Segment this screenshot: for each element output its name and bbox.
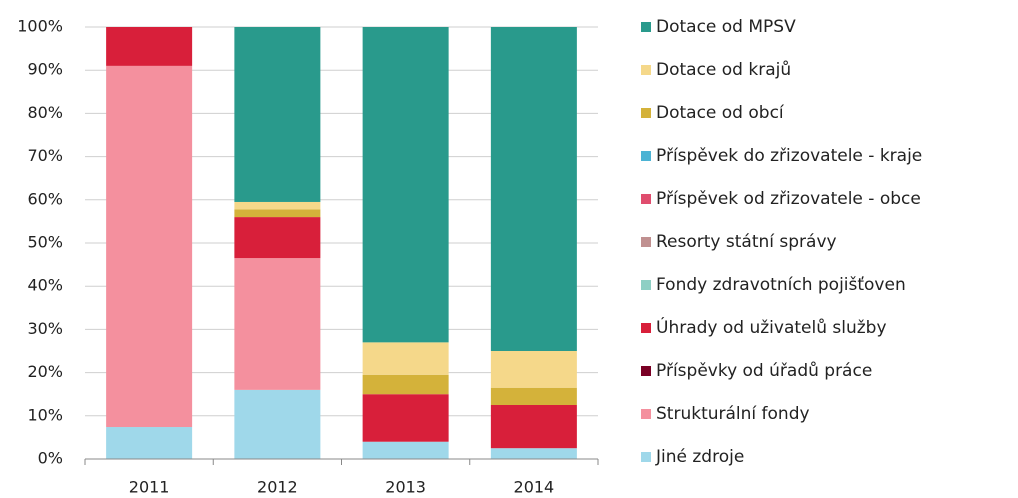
bar-segment <box>234 209 321 218</box>
y-tick-label: 50% <box>27 233 63 252</box>
legend-swatch <box>641 280 651 290</box>
y-tick-label: 30% <box>27 319 63 338</box>
y-tick-label: 60% <box>27 189 63 208</box>
x-tick-label: 2014 <box>514 478 555 497</box>
legend-swatch <box>641 194 651 204</box>
legend-label: Příspěvek od zřizovatele - obce <box>656 189 921 209</box>
bar-segment <box>362 342 449 375</box>
bar-segment <box>362 394 449 442</box>
legend-label: Fondy zdravotních pojišťoven <box>656 275 906 295</box>
legend-swatch <box>641 366 651 376</box>
legend-swatch <box>641 452 651 462</box>
legend-swatch <box>641 237 651 247</box>
bar-segment <box>490 387 577 405</box>
x-tick-label: 2013 <box>385 478 426 497</box>
y-tick-label: 20% <box>27 362 63 381</box>
y-tick-label: 70% <box>27 146 63 165</box>
y-tick-label: 80% <box>27 103 63 122</box>
bar-segment <box>490 351 577 388</box>
legend-swatch <box>641 65 651 75</box>
bar-segment <box>106 65 193 428</box>
x-tick-label: 2012 <box>257 478 298 497</box>
bar-segment <box>234 27 321 202</box>
y-tick-label: 100% <box>17 17 63 36</box>
y-tick-label: 0% <box>38 449 63 468</box>
legend-swatch <box>641 323 651 333</box>
legend-label: Dotace od MPSV <box>656 17 796 37</box>
legend-label: Úhrady od uživatelů služby <box>656 316 887 338</box>
legend-label: Příspěvky od úřadů práce <box>656 361 872 381</box>
legend: Dotace od MPSV Dotace od krajů Dotace od o… <box>641 17 922 467</box>
bar-segment <box>234 389 321 459</box>
bar-segment <box>490 448 577 459</box>
bar-segment <box>234 258 321 390</box>
bar-segment <box>362 27 449 343</box>
legend-swatch <box>641 151 651 161</box>
bar-segment <box>106 27 193 66</box>
legend-swatch <box>641 108 651 118</box>
legend-label: Příspěvek do zřizovatele - kraje <box>656 146 922 166</box>
y-tick-label: 10% <box>27 405 63 424</box>
x-tick-label: 2011 <box>129 478 170 497</box>
bar-segment <box>362 374 449 395</box>
bar-segment <box>234 201 321 210</box>
legend-swatch <box>641 22 651 32</box>
y-tick-label: 90% <box>27 60 63 79</box>
legend-label: Jiné zdroje <box>655 447 744 467</box>
legend-swatch <box>641 409 651 419</box>
y-tick-label: 40% <box>27 276 63 295</box>
legend-label: Strukturální fondy <box>656 404 810 424</box>
bar-segment <box>490 27 577 351</box>
legend-label: Dotace od obcí <box>656 103 785 123</box>
legend-label: Dotace od krajů <box>656 60 791 80</box>
bar-segment <box>234 217 321 259</box>
bar-segment <box>106 427 193 459</box>
bar-segment <box>490 405 577 449</box>
legend-label: Resorty státní správy <box>656 232 837 252</box>
bar-segment <box>362 441 449 459</box>
